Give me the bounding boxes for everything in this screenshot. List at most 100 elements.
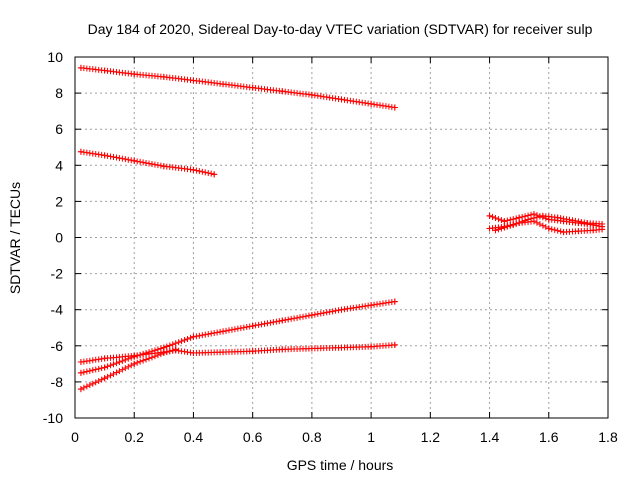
data-marker [113, 369, 120, 376]
data-marker [220, 328, 227, 335]
data-marker [533, 219, 540, 226]
data-marker [530, 215, 537, 222]
data-marker [391, 298, 398, 305]
x-tick-label: 1 [367, 429, 375, 445]
data-marker [107, 372, 114, 379]
x-axis-label: GPS time / hours [287, 457, 394, 473]
data-marker [196, 168, 203, 175]
data-marker [270, 319, 277, 326]
data-marker [140, 350, 147, 357]
data-marker [128, 362, 135, 369]
series-sat-b [77, 148, 218, 178]
data-marker [143, 159, 150, 166]
data-marker [317, 310, 324, 317]
data-marker [101, 375, 108, 382]
data-marker [294, 314, 301, 321]
data-marker [305, 312, 312, 319]
data-marker [279, 317, 286, 324]
y-axis-label: SDTVAR / TECUs [7, 182, 23, 294]
data-marker [554, 214, 561, 221]
data-marker [92, 366, 99, 373]
y-tick-label: -10 [43, 410, 63, 426]
data-marker [169, 341, 176, 348]
data-marker [211, 171, 218, 178]
data-marker [264, 320, 271, 327]
data-marker [510, 221, 517, 228]
data-marker [148, 348, 155, 355]
data-marker [134, 158, 141, 165]
data-marker [217, 328, 224, 335]
data-marker [237, 325, 244, 332]
data-marker [160, 350, 167, 357]
data-marker [131, 157, 138, 164]
series-sat-e [492, 212, 606, 234]
data-marker [157, 351, 164, 358]
data-marker [261, 320, 268, 327]
data-marker [495, 226, 502, 233]
data-marker [539, 222, 546, 229]
data-marker [554, 227, 561, 234]
data-marker [243, 324, 250, 331]
data-marker [119, 357, 126, 364]
data-marker [146, 355, 153, 362]
data-marker [110, 361, 117, 368]
data-marker [77, 369, 84, 376]
data-marker [181, 337, 188, 344]
data-marker [208, 170, 215, 177]
data-marker [95, 365, 102, 372]
data-marker [86, 382, 93, 389]
data-marker [143, 350, 150, 357]
data-marker [557, 228, 564, 235]
data-marker [335, 307, 342, 314]
data-marker [507, 216, 514, 223]
data-marker [101, 364, 108, 371]
data-marker [196, 332, 203, 339]
data-marker [255, 321, 262, 328]
data-marker [563, 216, 570, 223]
x-tick-label: 0.2 [124, 429, 144, 445]
data-marker [311, 311, 318, 318]
data-marker [525, 216, 532, 223]
data-marker [146, 160, 153, 167]
data-marker [131, 353, 138, 360]
data-marker [190, 333, 197, 340]
data-marker [98, 365, 105, 372]
data-marker [119, 366, 126, 373]
data-marker [246, 323, 253, 330]
data-marker [89, 367, 96, 374]
data-marker [288, 315, 295, 322]
data-marker [326, 308, 333, 315]
data-marker [575, 218, 582, 225]
data-marker [234, 325, 241, 332]
data-marker [225, 327, 232, 334]
data-marker [184, 335, 191, 342]
data-marker [143, 356, 150, 363]
data-marker [566, 216, 573, 223]
data-marker [492, 215, 499, 222]
data-marker [578, 218, 585, 225]
data-marker [329, 308, 336, 315]
series-sat-a [77, 64, 398, 111]
data-marker [131, 360, 138, 367]
data-marker [122, 356, 129, 363]
data-marker [163, 349, 170, 356]
data-marker [599, 220, 606, 227]
data-marker [504, 217, 511, 224]
y-tick-label: 2 [55, 193, 63, 209]
data-marker [113, 360, 120, 367]
data-marker [581, 219, 588, 226]
data-marker [285, 316, 292, 323]
data-marker [86, 367, 93, 374]
data-marker [166, 348, 173, 355]
data-marker [95, 377, 102, 384]
data-marker [276, 318, 283, 325]
data-marker [134, 352, 141, 359]
data-marker [148, 161, 155, 168]
data-marker [504, 223, 511, 230]
data-marker [101, 152, 108, 159]
data-marker [498, 225, 505, 232]
data-marker [116, 359, 123, 366]
data-marker [214, 329, 221, 336]
data-marker [302, 313, 309, 320]
